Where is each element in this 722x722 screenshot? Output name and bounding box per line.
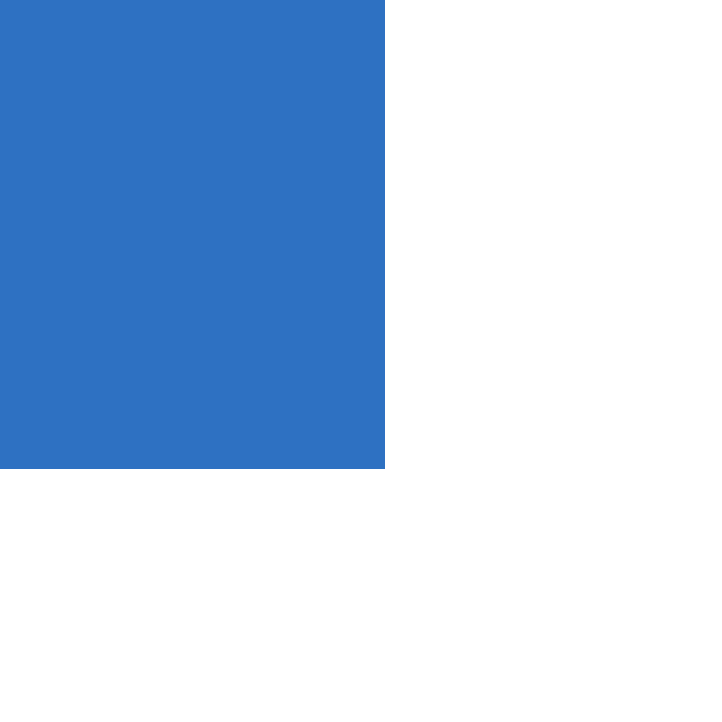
blue-rectangle[interactable]	[0, 0, 385, 469]
